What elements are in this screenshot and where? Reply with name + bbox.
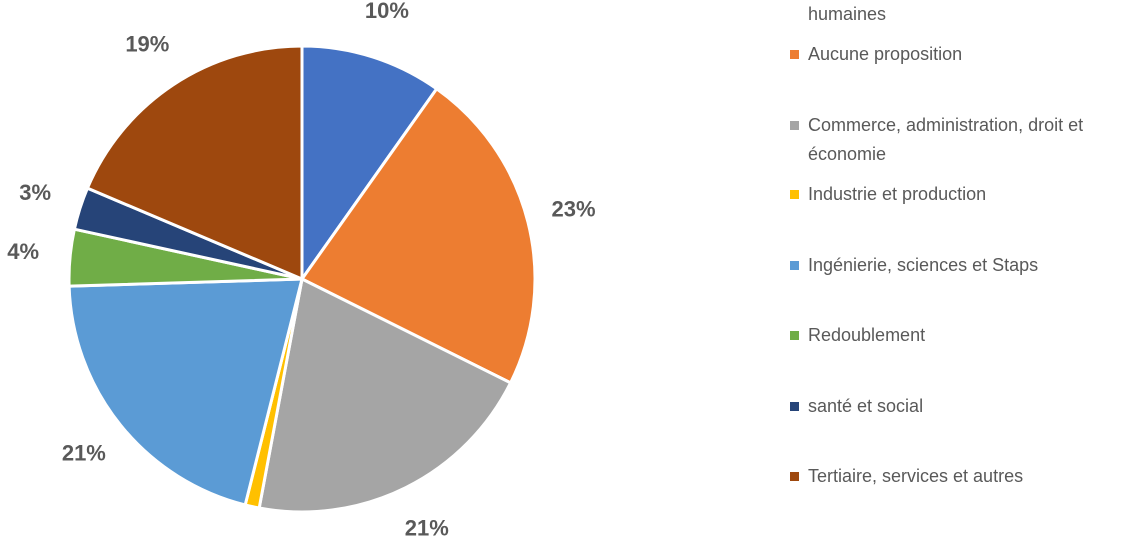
data-label: 1% [226, 538, 258, 543]
legend-item: Aucune proposition [790, 40, 1090, 69]
legend-item: Redoublement [790, 321, 1090, 350]
legend-label: Redoublement [808, 325, 926, 345]
pie-slice [85, 44, 304, 282]
legend-swatch [790, 331, 799, 340]
data-label: 23% [552, 197, 596, 222]
legend-label: Aucune proposition [808, 44, 963, 64]
legend-label: Commerce, administration, droit et écono… [808, 115, 1084, 164]
legend-swatch [790, 261, 799, 270]
legend-swatch [790, 50, 799, 59]
data-label: 21% [62, 440, 106, 465]
legend-swatch [790, 121, 799, 130]
legend-label: Ingénierie, sciences et Staps [808, 255, 1039, 275]
legend-swatch [790, 190, 799, 199]
legend-item: Ingénierie, sciences et Staps [790, 251, 1090, 280]
legend-item: Commerce, administration, droit et écono… [790, 111, 1090, 169]
pie-slice [299, 86, 537, 385]
legend-label: Industrie et production [808, 184, 987, 204]
data-label: 21% [405, 515, 449, 540]
pie-slice [67, 277, 304, 507]
data-label: 4% [7, 239, 39, 264]
pie-slice [257, 276, 513, 514]
data-label: 10% [365, 0, 409, 23]
legend-item: santé et social [790, 392, 1090, 421]
legend-label: Tertiaire, services et autres [808, 466, 1024, 486]
legend-item: Industrie et production [790, 180, 1090, 209]
legend-swatch [790, 402, 799, 411]
legend-item: Tertiaire, services et autres [790, 462, 1090, 491]
legend-swatch [790, 472, 799, 481]
data-label: 19% [125, 31, 169, 56]
pie-area: 10% 23% 21% 1% 21% 4% 3% 19% [7, 0, 596, 543]
data-label: 3% [19, 180, 51, 205]
legend-label: santé et social [808, 396, 924, 416]
pie-slice [300, 44, 439, 284]
legend-item: humaines [790, 0, 1090, 29]
legend-label: humaines [808, 4, 887, 24]
